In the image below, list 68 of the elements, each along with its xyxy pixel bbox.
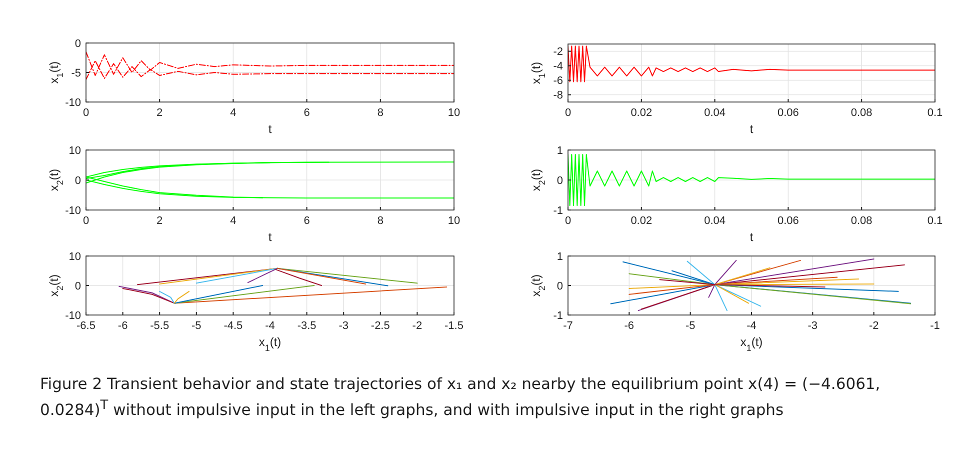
x-axis-title: t [750,122,754,136]
x-tick-label: -6.5 [76,320,96,332]
x-tick-label: 0.02 [630,107,652,119]
x-tick-label: 0.08 [850,107,872,119]
y-tick-label: 10 [68,250,81,263]
x-tick-label: 10 [448,107,460,119]
y-tick-label: 1 [556,144,563,157]
x-axis-title: t [268,230,272,244]
y-tick-label: -1 [553,204,563,217]
x-tick-label: 0.02 [630,215,652,227]
x-tick-label: 10 [448,215,460,227]
x-axis-title: t [750,230,754,244]
x-tick-label: 8 [377,215,384,227]
x-tick-label: -2 [412,320,422,332]
y-tick-label: 0 [74,174,81,187]
x-axis-title: x$_{1}$(t) [258,335,282,353]
y-tick-label: 10 [68,144,81,157]
y-tick-label: -4 [553,60,563,73]
x-tick-label: 8 [377,107,384,119]
y-tick-label: -5 [71,67,81,80]
y-tick-label: -10 [65,204,81,217]
x-tick-label: -6 [624,320,634,332]
x-tick-label: -5.5 [150,320,170,332]
x-tick-label: 0 [82,107,90,119]
x-tick-label: 0 [564,215,572,227]
y-tick-label: -8 [553,90,563,102]
x-axis-title: x$_{1}$(t) [740,335,763,353]
x-tick-label: 0.06 [777,215,799,227]
y-tick-label: 1 [556,250,563,263]
x-tick-label: -2 [868,320,879,332]
x-tick-label: 0 [82,215,90,227]
x-tick-label: -3 [338,320,348,332]
x-tick-label: 0 [564,107,572,119]
x-tick-label: -1 [930,320,940,332]
x-tick-label: -1.5 [444,320,464,332]
x-tick-label: 2 [156,107,163,119]
x-tick-label: -4 [265,320,275,332]
y-tick-label: 0 [74,280,81,292]
y-tick-label: 0 [556,174,563,187]
y-tick-label: -2 [553,46,563,58]
caption: Figure 2 Transient behavior and state trajectories of x₁ and x₂ nearby the equilibrium point x(4) = (−4.6061, 0.0284)$^{T}$ without impulsive input in the left graphs, and with impulsive input in the right graphs [40,374,882,422]
y-tick-label: -1 [553,310,563,322]
x-tick-label: -3.5 [297,320,316,332]
y-tick-label: -10 [65,96,81,109]
x-tick-label: 6 [304,215,310,227]
x-tick-label: 4 [230,107,236,119]
x-tick-label: -3 [808,320,818,332]
x-tick-label: 0.06 [777,107,799,119]
x-tick-label: -4 [746,320,756,332]
y-tick-label: 0 [556,280,563,292]
x-tick-label: 0.1 [927,215,943,227]
x-axis-title: t [268,122,272,136]
x-tick-label: -6 [118,320,128,332]
x-tick-label: 6 [304,107,310,119]
y-tick-label: -6 [553,75,563,88]
x-tick-label: 2 [156,215,163,227]
x-tick-label: -2.5 [370,320,390,332]
x-tick-label: 0.04 [704,107,726,119]
x-tick-label: 4 [230,215,236,227]
x-tick-label: 0.08 [850,215,872,227]
y-tick-label: 0 [74,38,81,50]
x-tick-label: -7 [563,320,573,332]
x-tick-label: -5 [685,320,696,332]
x-tick-label: 0.04 [704,215,726,227]
x-tick-label: 0.1 [927,107,943,119]
y-tick-label: -10 [65,310,81,322]
x-tick-label: -5 [192,320,202,332]
x-tick-label: -4.5 [224,320,243,332]
